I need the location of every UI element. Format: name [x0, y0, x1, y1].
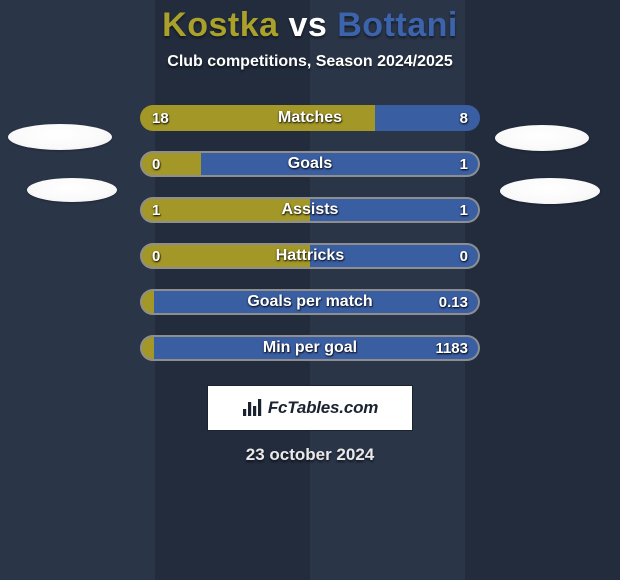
- stat-bar: Matches188: [140, 105, 480, 131]
- stat-bar-left-segment: [140, 335, 154, 361]
- stat-bar-left-segment: [140, 105, 375, 131]
- stat-bar: Hattricks00: [140, 243, 480, 269]
- fctables-logo: FcTables.com: [207, 385, 413, 431]
- subtitle: Club competitions, Season 2024/2025: [167, 53, 452, 71]
- title-player1: Kostka: [162, 6, 278, 44]
- stat-bar-right-segment: [201, 151, 480, 177]
- date-label: 23 october 2024: [246, 445, 375, 465]
- logo-text: FcTables.com: [268, 398, 378, 418]
- stat-bar: Assists11: [140, 197, 480, 223]
- stat-bar-right-segment: [154, 335, 480, 361]
- stat-bar: Goals per match0.13: [140, 289, 480, 315]
- stat-row: Hattricks00: [0, 233, 620, 279]
- bar-chart-icon: [242, 399, 262, 417]
- decorative-ellipse: [8, 124, 112, 150]
- page-title: Kostka vs Bottani: [162, 6, 458, 45]
- stat-row: Min per goal1183: [0, 325, 620, 371]
- decorative-ellipse: [27, 178, 117, 202]
- stat-bar-left-segment: [140, 243, 310, 269]
- stat-bar-right-segment: [375, 105, 480, 131]
- stat-bar-right-segment: [310, 243, 480, 269]
- stat-row: Goals per match0.13: [0, 279, 620, 325]
- decorative-ellipse: [500, 178, 600, 204]
- stat-bar-right-segment: [154, 289, 480, 315]
- stat-bar: Min per goal1183: [140, 335, 480, 361]
- stat-bar: Goals01: [140, 151, 480, 177]
- stat-bar-left-segment: [140, 197, 310, 223]
- content: Kostka vs Bottani Club competitions, Sea…: [0, 0, 620, 580]
- title-player2: Bottani: [337, 6, 458, 44]
- title-vs: vs: [288, 6, 327, 44]
- stat-bar-left-segment: [140, 151, 201, 177]
- stat-bar-right-segment: [310, 197, 480, 223]
- stat-bar-left-segment: [140, 289, 154, 315]
- decorative-ellipse: [495, 125, 589, 151]
